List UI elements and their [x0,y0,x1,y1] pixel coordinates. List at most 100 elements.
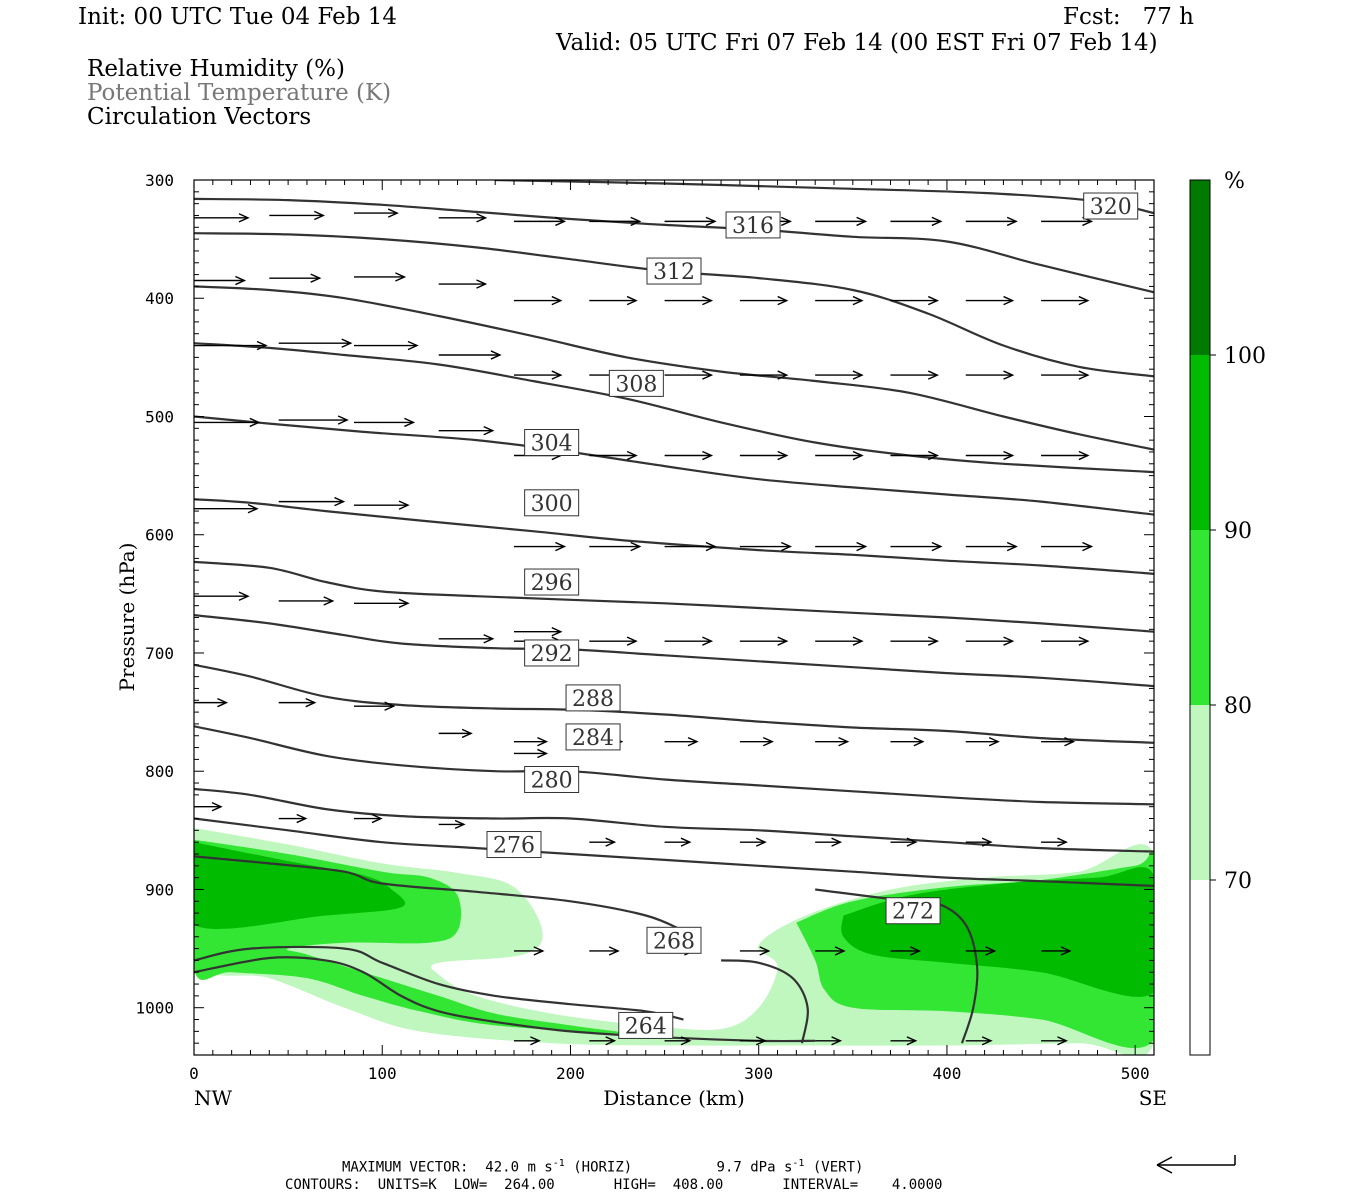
vector-head [605,1036,617,1046]
circulation-vector [739,736,774,747]
circulation-vector [1041,370,1090,380]
circulation-vector [1041,450,1090,461]
circulation-vector [278,596,335,606]
circulation-vector [1041,736,1076,747]
theta-contour-308 [194,342,1154,474]
circulation-vector [1041,946,1072,956]
vector-head [931,216,943,227]
vector-head [476,213,488,223]
vector-head [777,295,789,306]
contour-label-text: 276 [493,834,535,859]
contour-label-304: 304 [524,429,580,457]
circulation-vector [514,627,563,637]
contour-label-text: 316 [732,214,774,239]
vector-head [852,295,864,306]
circulation-vector [815,295,864,306]
vector-head [384,701,396,711]
contour-label-312: 312 [646,257,702,285]
vector-head [630,216,642,227]
theta-contour-264 [194,956,816,1043]
footer-vert-value: 9.7 dPa s [716,1159,793,1176]
circulation-vector [890,541,943,552]
circulation-vector [194,504,259,514]
circulation-vector [194,340,268,351]
circulation-vector [1041,541,1094,552]
init-time: Init: 00 UTC Tue 04 Feb 14 [78,4,398,30]
vector-head [314,210,325,221]
circulation-vector [589,295,638,306]
vector-head [626,450,638,461]
circulation-vector [194,697,229,708]
theta-contour-304 [194,415,1154,516]
vector-head [490,350,502,360]
vector-head [777,450,789,461]
vector-head [838,736,850,747]
circulation-vector [589,216,642,227]
contour-label-296: 296 [524,568,580,596]
contour-label-text: 292 [531,642,573,667]
circulation-vector [278,813,308,824]
vector-head [404,417,416,428]
circulation-vector [815,370,864,380]
circulation-vector [664,450,714,461]
circulation-vector [664,837,692,847]
vector-head [371,813,383,824]
circulation-vector [354,701,396,711]
field-theta: Potential Temperature (K) [87,80,392,106]
contour-label-box [646,926,702,954]
circulation-vector [354,208,399,218]
vector-head [927,450,939,461]
contour-label-text: 296 [531,571,573,596]
colorbar-unit: % [1224,169,1245,194]
colorbar-segment [1190,355,1210,530]
circulation-vector [278,697,317,708]
circulation-vector [269,210,325,221]
footer-max-label: MAXIMUM VECTOR: [342,1159,469,1176]
vector-head [296,813,308,824]
circulation-vector [438,350,502,360]
circulation-vector [514,370,563,380]
vector-head [398,500,410,510]
circulation-vector [965,946,997,956]
vector-head [702,636,714,646]
y-tick-label: 400 [145,289,174,308]
circulation-vector [890,636,939,646]
vector-head [1078,636,1090,646]
circulation-vector [194,591,250,601]
contour-label-box [725,211,781,239]
vector-head [985,946,997,956]
contour-label-box [524,568,580,596]
circulation-vector [664,216,717,227]
circulation-vector [890,216,943,227]
circulation-vector [965,837,993,847]
vector-head [334,496,346,507]
contour-label-box [524,489,580,517]
circulation-vector [739,837,767,847]
x-tick-label: 200 [556,1064,585,1083]
circulation-vector [1041,837,1068,847]
colorbar-segment [1190,530,1210,705]
x-left-label: NW [194,1086,233,1110]
vector-head [981,837,993,847]
theta-contour-292 [194,614,1154,688]
circulation-vector [965,370,1015,380]
vector-head [395,272,407,282]
theta-contour-top [495,180,1154,215]
contour-label-box [646,257,702,285]
theta-contour-296 [194,560,1154,633]
vector-head [530,1036,541,1046]
y-tick-label: 900 [145,880,174,899]
vector-head [1057,1036,1068,1046]
circulation-vector [1041,636,1090,646]
vector-head [1003,450,1015,461]
circulation-vector [890,295,939,306]
circulation-vector [890,1036,918,1046]
contour-label-264: 264 [618,1011,674,1039]
vector-head [909,946,921,956]
circulation-vector [965,295,1015,306]
vector-head [755,837,767,847]
vector-head [1006,216,1018,227]
footer-line-2: CONTOURS: UNITS=K LOW= 264.00 HIGH= 408.… [285,1177,943,1193]
vector-head [913,736,925,747]
colorbar-label: 80 [1224,694,1252,719]
